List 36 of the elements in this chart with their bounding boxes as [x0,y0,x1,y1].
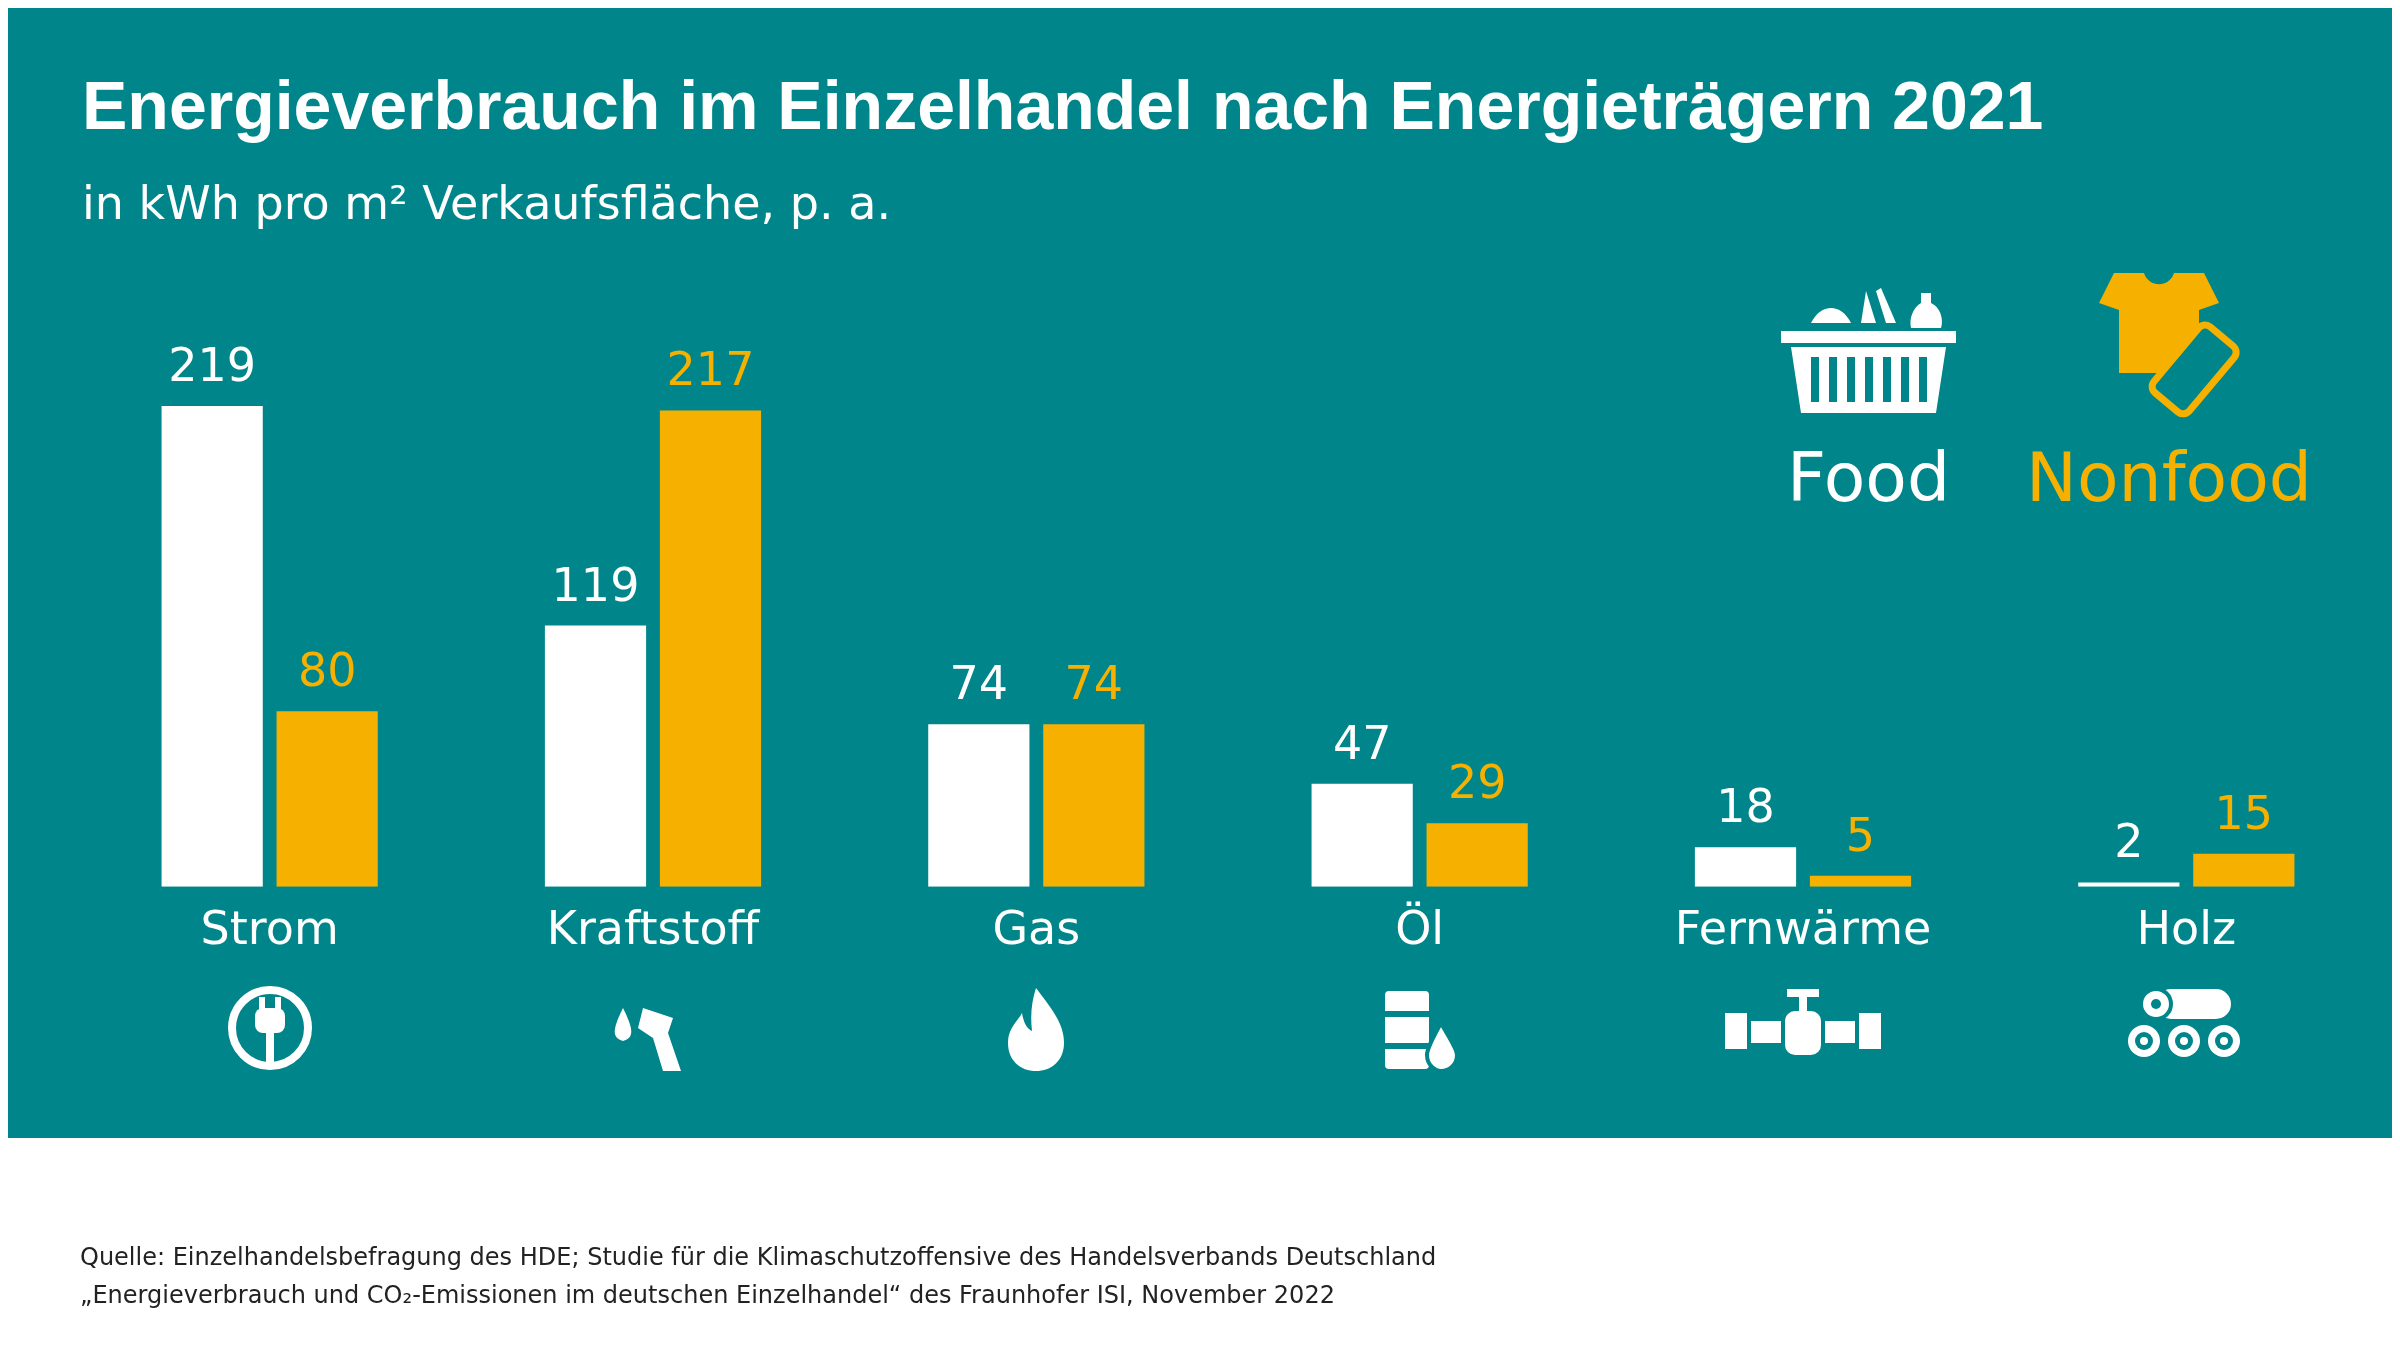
data-label: 74 [1064,656,1124,711]
x-tick-label: Öl [1395,901,1445,956]
data-label: 119 [551,557,640,612]
bar [1311,783,1413,887]
data-label: 80 [297,643,357,698]
data-label: 47 [1332,715,1392,770]
bar [161,406,263,887]
text: „Energieverbrauch und CO₂-Emissionen im deutschen Einzelhandel“ des Fraunhofer ISI, November 2022 [80,1280,1336,1311]
data-label: 5 [1845,807,1876,862]
bar [1694,847,1797,887]
bar [276,711,378,887]
bar [659,410,762,887]
bar [928,724,1030,887]
data-label: 217 [666,342,755,397]
data-label: 2 [2114,814,2144,869]
bar [1043,724,1145,887]
bar [2078,882,2180,887]
chart-title: Energieverbrauch im Einzelhandel nach Energieträgern 2021 [82,66,2044,144]
data-label: 15 [2214,785,2274,840]
data-label: 18 [1716,779,1775,834]
legend-label: Nonfood [2026,438,2312,517]
source-note: Quelle: Einzelhandelsbefragung des HDE; Studie für die Klimaschutzoffensive des Handelsverbands Deutschland [80,1242,1437,1273]
data-label: 29 [1447,755,1507,810]
data-label: 74 [949,656,1009,711]
bar [1809,875,1912,887]
x-tick-label: Holz [2136,901,2237,956]
bar [544,625,647,887]
x-tick-label: Strom [200,901,339,956]
bar [1426,823,1528,887]
chart-subtitle: in kWh pro m² Verkaufsfläche, p. a. [82,176,892,230]
data-label: 219 [168,338,257,392]
x-tick-label: Gas [992,901,1081,956]
x-tick-label: Kraftstoff [546,901,761,956]
x-tick-label: Fernwärme [1674,901,1932,956]
legend-label: Food [1787,438,1951,517]
bar [2193,853,2295,887]
